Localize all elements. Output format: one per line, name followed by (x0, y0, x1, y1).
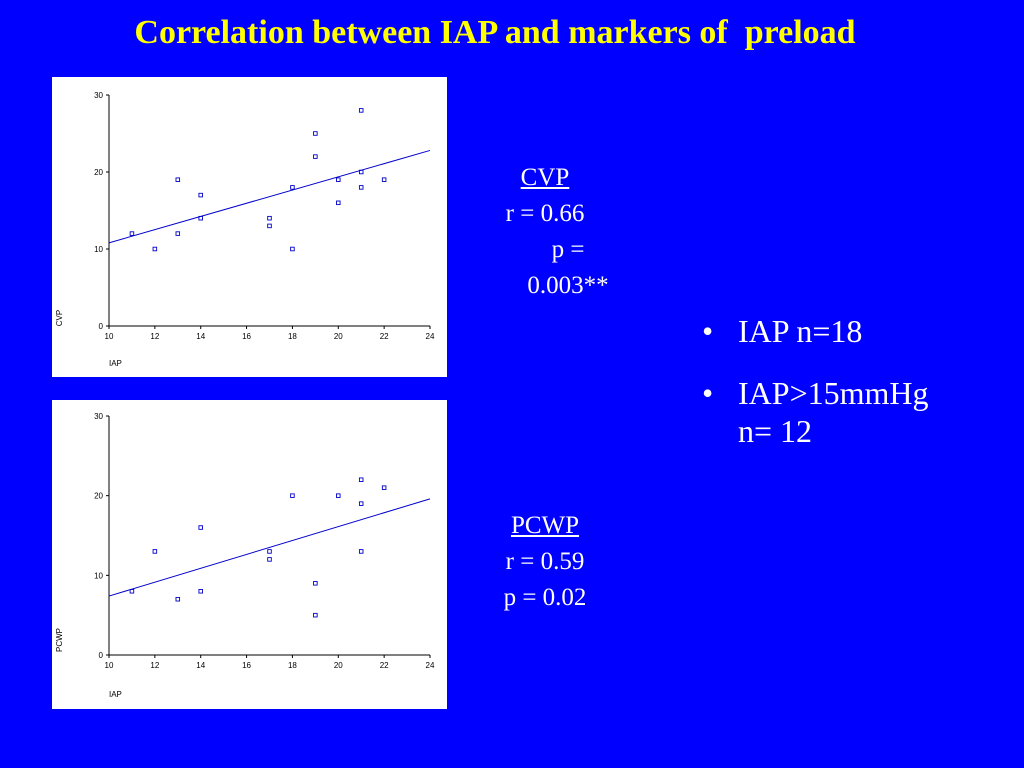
y-tick-label: 0 (99, 651, 104, 660)
x-tick-label: 18 (288, 332, 297, 341)
y-tick-label: 30 (94, 91, 103, 100)
scatter-point (336, 177, 341, 182)
scatter-point (175, 177, 181, 182)
y-tick-label: 0 (99, 322, 104, 331)
x-tick-label: 12 (150, 661, 159, 670)
x-tick-label: 22 (380, 661, 389, 670)
regression-line (108, 149, 431, 244)
pcwp-stat-r: r = 0.59 (505, 548, 585, 575)
pcwp-stat-p: p = 0.02 (503, 584, 587, 611)
scatter-point (152, 246, 158, 252)
x-tick-label: 10 (105, 661, 114, 670)
x-tick-label: 18 (288, 661, 297, 670)
scatter-point (267, 223, 272, 229)
y-axis-label: CVP (55, 310, 64, 326)
cvp-stat-name: CVP (520, 164, 570, 191)
scatter-point (198, 192, 203, 198)
bullet-text: IAP n=18 (738, 313, 863, 349)
scatter-point (313, 581, 318, 586)
scatter-point (358, 169, 364, 175)
bullet-text: IAP>15mmHg (738, 375, 929, 411)
scatter-point (358, 185, 364, 190)
scatter-point (313, 612, 318, 618)
x-axis-label: IAP (109, 359, 122, 368)
scatter-point (313, 131, 318, 136)
bullet-list: IAP n=18 IAP>15mmHg n= 12 (700, 312, 1010, 474)
cvp-stat-p: p = 0.003** (527, 236, 609, 299)
x-tick-label: 24 (426, 661, 435, 670)
bullet-text-line2: n= 12 (738, 413, 813, 449)
y-tick-label: 10 (94, 571, 103, 580)
bullet-item: IAP>15mmHg n= 12 (700, 374, 1010, 450)
slide-title: Correlation between IAP and markers of p… (134, 14, 856, 51)
scatter-point (267, 215, 272, 221)
scatter-point (152, 549, 158, 554)
scatter-point (267, 549, 272, 554)
y-tick-label: 30 (94, 412, 103, 421)
scatter-point (336, 200, 341, 206)
x-tick-label: 20 (334, 661, 343, 670)
scatter-point (358, 108, 364, 113)
cvp-stats: CVP r = 0.66 p = 0.003** (470, 160, 620, 304)
scatter-point (198, 589, 203, 594)
scatter-point (290, 493, 295, 498)
x-axis-label: IAP (109, 690, 122, 699)
y-tick-label: 10 (94, 245, 103, 254)
scatter-point (358, 501, 364, 506)
scatter-point (175, 231, 181, 236)
scatter-point (358, 477, 364, 482)
x-tick-label: 22 (380, 332, 389, 341)
scatter-point (129, 589, 135, 594)
x-tick-label: 24 (426, 332, 435, 341)
scatter-point (198, 215, 203, 221)
scatter-point (290, 246, 295, 252)
scatter-point (358, 549, 364, 554)
regression-line (108, 498, 431, 597)
x-tick-label: 12 (150, 332, 159, 341)
pcwp-stats: PCWP r = 0.59 p = 0.02 (470, 508, 620, 616)
cvp-stat-r: r = 0.66 (505, 200, 585, 227)
scatter-point (336, 493, 341, 498)
x-tick-label: 14 (196, 332, 205, 341)
scatter-point (129, 231, 135, 236)
y-axis-label: PCWP (55, 628, 64, 652)
x-tick-label: 16 (242, 661, 251, 670)
scatter-point (381, 485, 387, 490)
y-tick-label: 20 (94, 492, 103, 501)
pcwp-stat-name: PCWP (510, 512, 580, 539)
x-tick-label: 10 (105, 332, 114, 341)
scatter-point (267, 557, 272, 562)
bullet-item: IAP n=18 (700, 312, 1010, 350)
x-tick-label: 20 (334, 332, 343, 341)
scatter-point (313, 154, 318, 159)
x-tick-label: 16 (242, 332, 251, 341)
scatter-point (175, 596, 181, 602)
y-tick-label: 20 (94, 168, 103, 177)
cvp-scatter-chart: 0 10 20 30 10 12 14 16 18 20 22 24 IAP CVP (52, 77, 447, 377)
scatter-point (381, 177, 387, 182)
pcwp-scatter-chart: 0 10 20 30 10 12 14 16 18 20 22 24 IAP PCWP (52, 400, 447, 709)
scatter-point (290, 185, 295, 190)
scatter-point (198, 525, 203, 530)
x-tick-label: 14 (196, 661, 205, 670)
